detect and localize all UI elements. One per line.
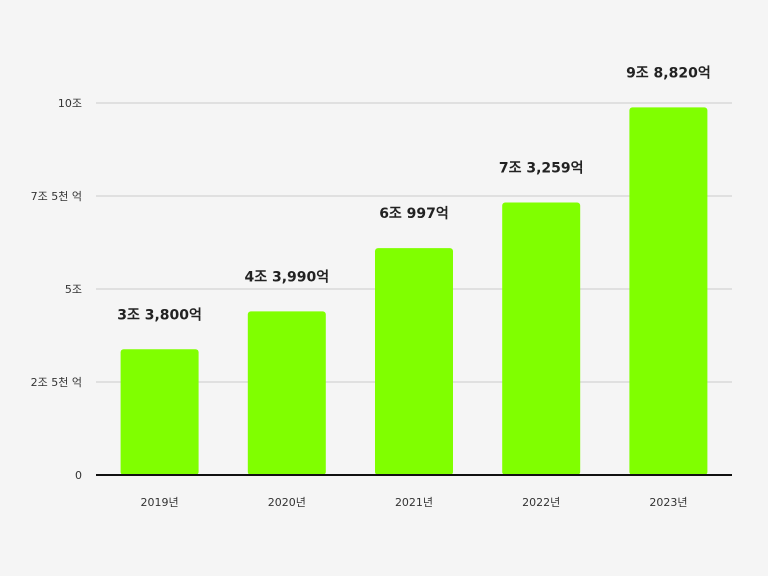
x-tick-label: 2019년	[141, 496, 179, 509]
x-tick-label: 2023년	[649, 496, 687, 509]
y-tick-label: 0	[75, 469, 82, 482]
y-tick-label: 7조 5천 억	[31, 189, 82, 203]
data-label: 3조 3,800억	[117, 307, 202, 323]
x-tick-label: 2022년	[522, 496, 560, 509]
data-label: 6조 997억	[379, 206, 449, 222]
bars	[120, 107, 708, 476]
bar-2023년	[629, 107, 708, 476]
x-axis-ticks: 2019년 2020년 2021년 2022년 2023년	[141, 496, 688, 509]
y-tick-label: 2조 5천 억	[31, 375, 82, 389]
bar-2021년	[375, 248, 453, 475]
data-label: 7조 3,259억	[499, 160, 584, 176]
y-tick-label: 5조	[65, 283, 82, 296]
bar-2019년	[120, 349, 199, 475]
y-tick-label: 10조	[58, 97, 82, 110]
data-label: 4조 3,990억	[244, 269, 329, 285]
y-axis-ticks: 0 2조 5천 억 5조 7조 5천 억 10조	[31, 97, 82, 482]
bar-2020년	[247, 311, 326, 475]
data-labels: 3조 3,800억 4조 3,990억 6조 997억 7조 3,259억 9조 8,8…	[117, 65, 710, 323]
x-tick-label: 2021년	[395, 496, 433, 509]
bar-2022년	[502, 202, 581, 476]
data-label: 9조 8,820억	[626, 65, 711, 81]
x-tick-label: 2020년	[268, 496, 306, 509]
